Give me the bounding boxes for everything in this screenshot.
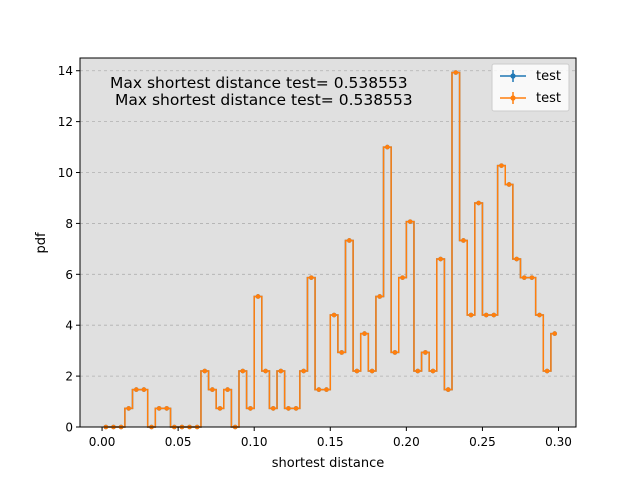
data-point: [225, 387, 230, 392]
data-point: [529, 275, 535, 280]
y-tick-label: 8: [65, 217, 73, 231]
data-point: [141, 387, 147, 392]
data-point: [445, 387, 451, 392]
data-point: [331, 312, 337, 318]
y-tick-label: 2: [65, 370, 73, 384]
data-point: [217, 406, 223, 411]
x-axis-label: shortest distance: [272, 456, 385, 471]
x-tick-label: 0.10: [241, 435, 268, 449]
legend-entry-test-2: test: [500, 91, 561, 106]
data-point: [400, 275, 405, 280]
data-point: [377, 294, 383, 299]
data-point: [255, 294, 261, 299]
data-point: [202, 368, 208, 374]
data-point: [248, 406, 253, 411]
data-point: [126, 406, 131, 411]
data-point: [339, 350, 344, 355]
legend-label: test: [536, 91, 561, 106]
data-point: [468, 312, 474, 318]
data-point: [347, 238, 352, 243]
data-point: [514, 256, 519, 262]
data-point: [552, 331, 557, 336]
data-point: [430, 368, 436, 374]
data-point: [544, 368, 550, 374]
legend-label: test: [536, 69, 561, 84]
data-point: [316, 387, 322, 392]
y-tick-label: 12: [58, 115, 73, 129]
data-point: [453, 70, 459, 75]
x-tick-label: 0.30: [545, 435, 572, 449]
y-tick-label: 4: [65, 319, 73, 333]
data-point: [354, 368, 360, 374]
x-tick-label: 0.00: [89, 435, 116, 449]
data-point: [407, 219, 413, 224]
data-point: [385, 144, 390, 150]
data-point: [499, 163, 504, 168]
y-tick-label: 10: [58, 166, 73, 180]
y-axis: 0 2 4 6 8 10 12 14: [58, 64, 80, 435]
x-tick-label: 0.15: [317, 435, 344, 449]
data-point: [324, 387, 329, 392]
data-point: [301, 368, 306, 374]
x-tick-label: 0.20: [393, 435, 420, 449]
data-point: [483, 312, 489, 318]
y-tick-label: 14: [58, 64, 73, 78]
x-tick-label: 0.05: [165, 435, 192, 449]
plot-background: [80, 58, 576, 427]
data-point: [133, 387, 139, 392]
y-tick-label: 0: [65, 421, 73, 435]
data-point: [423, 350, 428, 355]
x-tick-label: 0.25: [469, 435, 496, 449]
data-point: [392, 350, 398, 355]
data-point: [476, 200, 481, 206]
data-point: [263, 368, 268, 374]
data-point: [438, 256, 443, 262]
data-point: [164, 406, 170, 411]
data-point: [293, 406, 299, 411]
legend: test test: [491, 63, 570, 112]
data-point: [415, 368, 421, 374]
annotation-1: Max shortest distance test= 0.538553: [110, 74, 408, 92]
x-axis: 0.00 0.05 0.10 0.15 0.20 0.25 0.30: [89, 427, 572, 449]
data-point: [461, 238, 466, 243]
annotation-2: Max shortest distance test= 0.538553: [115, 91, 413, 109]
y-axis-label: pdf: [34, 232, 49, 254]
plot-frame: [79, 57, 577, 428]
data-point: [308, 275, 314, 280]
data-point: [270, 406, 276, 411]
data-point: [210, 387, 215, 392]
data-point: [286, 406, 291, 411]
y-tick-label: 6: [65, 268, 73, 282]
data-point: [362, 331, 367, 336]
data-point: [521, 275, 527, 280]
legend-entry-test-1: test: [500, 69, 561, 84]
data-point: [278, 368, 284, 374]
data-point: [537, 312, 542, 318]
data-point: [240, 368, 246, 374]
data-point: [491, 312, 497, 318]
data-point: [506, 182, 512, 187]
data-point: [369, 368, 375, 374]
data-point: [156, 406, 162, 411]
